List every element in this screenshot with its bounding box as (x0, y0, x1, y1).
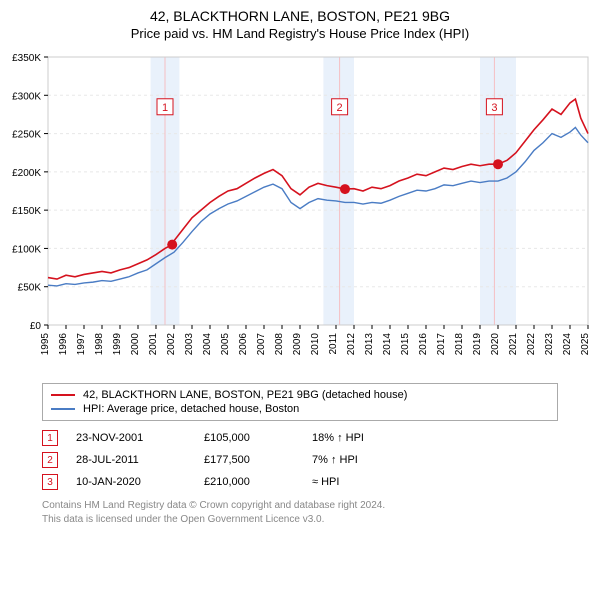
title-line-1: 42, BLACKTHORN LANE, BOSTON, PE21 9BG (0, 8, 600, 24)
event-marker (167, 240, 177, 250)
event-table: 1 23-NOV-2001 £105,000 18% ↑ HPI 2 28-JUL-201… (42, 427, 558, 493)
x-tick-label: 2019 (472, 333, 483, 356)
footer-line-2: This data is licensed under the Open Gov… (42, 513, 558, 527)
x-tick-label: 1999 (112, 333, 123, 356)
event-badge: 2 (42, 452, 58, 468)
x-tick-label: 2025 (580, 333, 591, 356)
legend-item: 42, BLACKTHORN LANE, BOSTON, PE21 9BG (d… (51, 388, 549, 402)
chart-title-block: 42, BLACKTHORN LANE, BOSTON, PE21 9BG Pr… (0, 0, 600, 47)
legend-item: HPI: Average price, detached house, Bost… (51, 402, 549, 416)
event-row: 3 10-JAN-2020 £210,000 ≈ HPI (42, 471, 558, 493)
x-tick-label: 2011 (328, 333, 339, 355)
event-hpi: ≈ HPI (312, 476, 422, 488)
x-tick-label: 2002 (166, 333, 177, 356)
event-marker (493, 159, 503, 169)
legend-swatch (51, 394, 75, 396)
attribution-footer: Contains HM Land Registry data © Crown c… (42, 499, 558, 526)
chart-container: £0 £50K £100K £150K £200K £250K £300K £350K 1995… (0, 47, 600, 377)
event-hpi: 18% ↑ HPI (312, 432, 422, 444)
y-tick-label: £250K (12, 130, 41, 141)
annotation-badge-label: 1 (162, 102, 168, 114)
x-tick-label: 2021 (508, 333, 519, 356)
annotation-badge-label: 2 (337, 102, 343, 114)
x-tick-label: 2003 (184, 333, 195, 356)
x-tick-label: 2001 (148, 333, 159, 356)
x-tick-label: 2018 (454, 333, 465, 356)
x-tick-label: 2020 (490, 333, 501, 356)
x-tick-label: 2007 (256, 333, 267, 356)
x-tick-label: 2022 (526, 333, 537, 356)
annotation-badge-label: 3 (491, 102, 497, 114)
x-tick-label: 1998 (94, 333, 105, 356)
y-tick-label: £50K (18, 283, 42, 294)
title-line-2: Price paid vs. HM Land Registry's House … (0, 26, 600, 41)
x-tick-label: 2000 (130, 333, 141, 356)
y-tick-label: £350K (12, 53, 41, 64)
legend: 42, BLACKTHORN LANE, BOSTON, PE21 9BG (d… (42, 383, 558, 421)
x-tick-label: 2013 (364, 333, 375, 356)
highlight-band (480, 57, 516, 325)
y-tick-label: £200K (12, 168, 41, 179)
x-tick-label: 2023 (544, 333, 555, 356)
x-tick-label: 2017 (436, 333, 447, 356)
x-tick-label: 2009 (292, 333, 303, 356)
x-tick-label: 2008 (274, 333, 285, 356)
x-tick-label: 2010 (310, 333, 321, 356)
x-tick-label: 2006 (238, 333, 249, 356)
footer-line-1: Contains HM Land Registry data © Crown c… (42, 499, 558, 513)
x-tick-label: 2014 (382, 333, 393, 356)
event-hpi: 7% ↑ HPI (312, 454, 422, 466)
y-tick-label: £100K (12, 244, 41, 255)
x-tick-label: 2004 (202, 333, 213, 356)
event-row: 1 23-NOV-2001 £105,000 18% ↑ HPI (42, 427, 558, 449)
event-date: 23-NOV-2001 (76, 432, 186, 444)
event-badge: 1 (42, 430, 58, 446)
y-tick-label: £150K (12, 206, 41, 217)
legend-label: HPI: Average price, detached house, Bost… (83, 403, 299, 415)
x-tick-label: 1997 (76, 333, 87, 356)
x-tick-label: 2024 (562, 333, 573, 356)
price-vs-hpi-chart: £0 £50K £100K £150K £200K £250K £300K £350K 1995… (0, 47, 600, 377)
event-badge: 3 (42, 474, 58, 490)
legend-label: 42, BLACKTHORN LANE, BOSTON, PE21 9BG (d… (83, 389, 407, 401)
event-date: 28-JUL-2011 (76, 454, 186, 466)
x-tick-label: 1996 (58, 333, 69, 356)
event-price: £105,000 (204, 432, 294, 444)
event-date: 10-JAN-2020 (76, 476, 186, 488)
x-tick-label: 2015 (400, 333, 411, 356)
x-tick-label: 1995 (40, 333, 51, 356)
event-marker (340, 184, 350, 194)
x-tick-label: 2005 (220, 333, 231, 356)
y-tick-label: £300K (12, 91, 41, 102)
x-tick-label: 2012 (346, 333, 357, 356)
event-price: £210,000 (204, 476, 294, 488)
x-tick-label: 2016 (418, 333, 429, 356)
legend-swatch (51, 408, 75, 410)
event-price: £177,500 (204, 454, 294, 466)
event-row: 2 28-JUL-2011 £177,500 7% ↑ HPI (42, 449, 558, 471)
y-tick-label: £0 (30, 321, 42, 332)
